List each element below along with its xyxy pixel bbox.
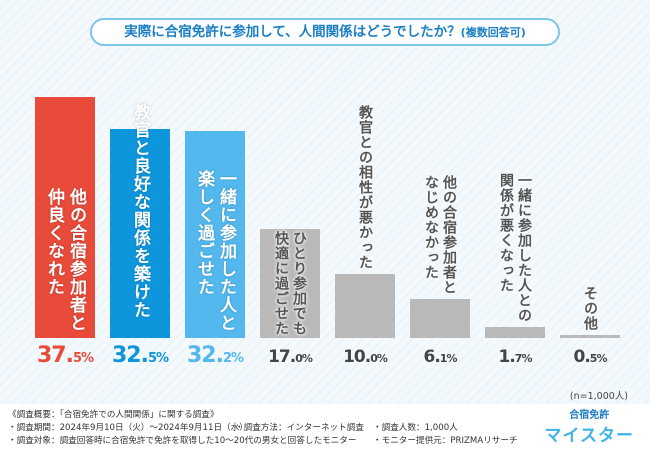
bar xyxy=(260,228,320,338)
value-label-decimal: 0% xyxy=(370,352,388,365)
value-label: 6.1% xyxy=(402,347,478,367)
category-label-line: なじめなかった xyxy=(423,174,439,280)
category-label-line: その他 xyxy=(582,285,598,331)
bar-chart: 他の合宿参加者と 仲良くなれた 37.5% 教官と良好な関係を築けた 32.5% 一緒に参… xyxy=(27,97,628,368)
value-label-decimal: 5% xyxy=(72,351,94,366)
sample-size: (n=1,000人) xyxy=(569,391,628,402)
survey-count: ・調査人数：1,000人 xyxy=(373,423,458,433)
value-label-main: 10. xyxy=(343,347,371,367)
value-label: 17.0% xyxy=(252,347,328,367)
value-label-main: 37. xyxy=(36,343,74,368)
survey-period: ・調査期間：2024年9月10日（火）～2024年9月11日（水） xyxy=(8,423,248,433)
value-label-decimal: 5% xyxy=(147,351,169,366)
value-label-main: 1. xyxy=(498,347,516,367)
value-label: 1.7% xyxy=(477,347,553,367)
category-label: 一緒に参加した人と 楽しく過ごせた xyxy=(193,170,237,332)
category-label-line: 一緒に参加した人と xyxy=(216,170,236,332)
category-label: 一緒に参加した人との 関係が悪くなった xyxy=(497,173,533,323)
category-label-line: 一緒に参加した人との xyxy=(516,173,532,324)
category-label-line: ひとり参加でも xyxy=(291,231,307,336)
category-label: 教官との相性が悪かった xyxy=(356,105,374,270)
bar xyxy=(485,327,545,338)
category-label-line: 他の合宿参加者と xyxy=(66,188,86,332)
category-label-line: 教官との相性が悪かった xyxy=(357,104,373,270)
title-text: 実際に合宿免許に参加して、人間関係はどうでしたか？ xyxy=(124,24,461,40)
category-label: その他 xyxy=(581,286,599,331)
title-note: (複数回答可) xyxy=(460,26,526,39)
bar xyxy=(410,298,470,338)
bar xyxy=(35,97,95,338)
value-label-decimal: 5% xyxy=(589,352,608,365)
logo-bottom: マイスター xyxy=(544,426,634,446)
survey-provider: ・モニター提供元：PRIZMAリサーチ xyxy=(373,436,518,446)
value-label: 32.5% xyxy=(102,343,178,368)
value-label-main: 32. xyxy=(186,343,224,368)
category-label: 教官と良好な関係を築けた xyxy=(129,103,151,319)
category-label-line: 教官と良好な関係を築けた xyxy=(130,103,150,320)
value-label-decimal: 7% xyxy=(514,352,533,365)
category-label-line: 関係が悪くなった xyxy=(498,173,514,294)
value-label-main: 17. xyxy=(268,347,296,367)
survey-overview: 《調査概要：「合宿免許での人間関係」に関する調査》 xyxy=(8,410,219,420)
logo-top: 合宿免許 xyxy=(569,410,610,421)
value-label-main: 32. xyxy=(111,343,149,368)
value-label-main: 6. xyxy=(423,347,441,367)
bar xyxy=(185,131,245,338)
value-label: 37.5% xyxy=(27,343,103,368)
value-label: 32.2% xyxy=(177,343,253,368)
bar xyxy=(110,129,170,338)
category-label: ひとり参加でも 快適に過ごせた xyxy=(272,231,308,336)
value-label: 0.5% xyxy=(552,347,628,367)
value-label-main: 0. xyxy=(573,347,591,367)
category-label-line: 楽しく過ごせた xyxy=(194,170,214,296)
category-label-line: 仲良くなれた xyxy=(44,188,64,296)
value-label: 10.0% xyxy=(327,347,403,367)
category-label: 他の合宿参加者と 仲良くなれた xyxy=(43,188,87,332)
value-label-decimal: 2% xyxy=(222,351,244,366)
chart-title: 実際に合宿免許に参加して、人間関係はどうでしたか？(複数回答可) xyxy=(90,18,560,46)
value-label-decimal: 1% xyxy=(439,352,458,365)
survey-method: ・調査方法：インターネット調査 xyxy=(235,423,364,433)
category-label: 他の合宿参加者と なじめなかった xyxy=(422,175,458,295)
footer: 《調査概要：「合宿免許での人間関係」に関する調査》 ・調査期間：2024年9月1… xyxy=(0,404,650,450)
survey-target: ・調査対象：調査回答時に合宿免許で免許を取得した10～20代の男女と回答したモニ… xyxy=(8,436,357,446)
bar xyxy=(335,273,395,338)
category-label-line: 快適に過ごせた xyxy=(273,231,289,336)
category-label-line: 他の合宿参加者と xyxy=(441,174,457,295)
logo: 合宿免許 マイスター xyxy=(545,406,635,446)
value-label-decimal: 0% xyxy=(295,352,313,365)
bar xyxy=(560,334,620,338)
